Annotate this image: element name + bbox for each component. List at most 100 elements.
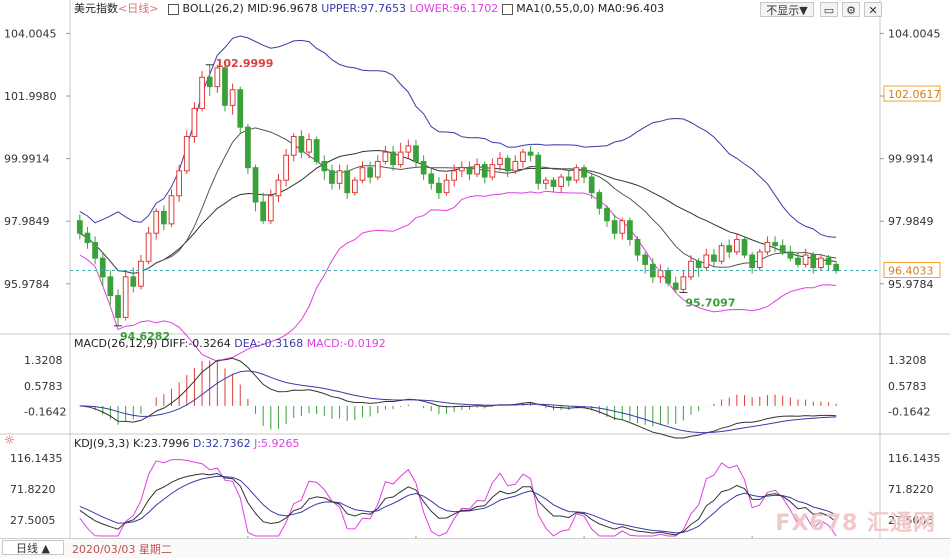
- candle-body: [336, 170, 343, 184]
- settings-gear-icon[interactable]: ⚙: [842, 2, 860, 17]
- kdj-k: K:23.7996: [133, 437, 190, 450]
- symbol-name: 美元指数: [74, 2, 118, 15]
- macd-diff-line: [79, 357, 837, 439]
- boll-checkbox-icon[interactable]: [168, 3, 179, 15]
- candle-body: [711, 254, 717, 262]
- candle-body: [733, 238, 740, 253]
- candle-body: [520, 151, 526, 162]
- candle-body: [206, 76, 213, 88]
- candle-body: [672, 282, 679, 290]
- candle-body: [283, 154, 289, 181]
- candle-body: [581, 167, 587, 178]
- candle-body: [573, 167, 580, 181]
- price-tick-label-right: 99.9914: [888, 153, 934, 166]
- candle-body: [550, 179, 557, 187]
- candle-body: [115, 295, 121, 318]
- candle-body: [497, 157, 503, 166]
- candle-body: [474, 164, 480, 175]
- candle-body: [145, 232, 152, 262]
- candle-body: [604, 207, 610, 222]
- macd-value: MACD:-0.0192: [306, 337, 386, 350]
- price-tick-label-left: 95.9784: [4, 278, 50, 291]
- upper-label: UPPER:97.7653: [321, 2, 407, 15]
- candle-body: [627, 220, 633, 240]
- macd-tick-left: -0.1642: [24, 406, 66, 419]
- candle-body: [443, 179, 450, 194]
- highlight-price-box: [883, 85, 941, 102]
- period-select-button[interactable]: 日线 ▲: [2, 540, 64, 555]
- candle-body: [718, 245, 725, 262]
- candle-body: [298, 136, 305, 153]
- candle-body: [229, 89, 236, 106]
- current-price-box: [883, 262, 941, 279]
- candle-body: [413, 145, 419, 162]
- candle-body: [321, 160, 328, 172]
- price-tick-label-left: 104.0045: [4, 27, 57, 40]
- candle-body: [176, 170, 183, 197]
- candle-body: [405, 145, 412, 153]
- candle-body: [329, 170, 335, 184]
- close-icon[interactable]: ✕: [864, 2, 882, 17]
- ma-checkbox-icon[interactable]: [501, 3, 513, 15]
- candle-body: [382, 151, 389, 162]
- kdj-tick-left: 71.8220: [10, 483, 56, 496]
- candle-body: [527, 151, 534, 156]
- low2-annotation: 95.7097: [685, 296, 735, 309]
- candle-body: [756, 251, 763, 269]
- price-tick-label-left: 101.9980: [4, 90, 57, 103]
- candle-body: [275, 179, 282, 197]
- current-price-label: 96.4033: [888, 265, 934, 278]
- boll-upper-line: [79, 35, 837, 238]
- macd-title: MACD(26,12,9): [74, 337, 158, 350]
- candle-body: [451, 170, 458, 181]
- candle-body: [535, 154, 542, 184]
- macd-diff: DIFF:-0.3264: [161, 337, 231, 350]
- low1-annotation: 94.6282: [120, 330, 170, 343]
- kdj-tick-left: 27.5005: [10, 514, 56, 527]
- macd-tick-left: 0.5783: [24, 380, 63, 393]
- kdj-tick-right: 116.1435: [888, 452, 941, 465]
- candle-body: [466, 167, 473, 175]
- candle-body: [122, 276, 129, 318]
- candle-body: [458, 167, 465, 172]
- candle-body: [237, 89, 244, 128]
- candle-body: [107, 276, 114, 297]
- candle-body: [290, 136, 297, 156]
- kdj-settings-icon[interactable]: ☼: [4, 433, 15, 447]
- candle-body: [313, 139, 320, 162]
- candle-body: [833, 263, 840, 272]
- candle-body: [642, 254, 649, 265]
- boll-label: BOLL(26,2): [182, 2, 244, 15]
- candle-body: [191, 107, 198, 138]
- window-icon[interactable]: ▭: [820, 2, 838, 17]
- candle-body: [619, 220, 626, 234]
- candle-body: [657, 270, 664, 278]
- kdj-d: D:32.7362: [192, 437, 251, 450]
- candle-body: [160, 210, 167, 225]
- macd-dea: DEA:-0.3168: [234, 337, 304, 350]
- candle-body: [306, 139, 312, 153]
- candle-body: [665, 270, 671, 284]
- candle-body: [84, 232, 91, 244]
- period-label: <日线>: [118, 2, 159, 15]
- price-tick-label-right: 95.9784: [888, 278, 934, 291]
- candle-body: [214, 67, 221, 88]
- candle-body: [351, 179, 358, 194]
- candle-body: [481, 164, 488, 178]
- kdj-legend: KDJ(9,3,3) K:23.7996 D:32.7362 J:5.9265: [74, 437, 300, 451]
- kdj-j: J:5.9265: [254, 437, 300, 450]
- candle-body: [76, 220, 83, 234]
- candle-body: [726, 245, 733, 253]
- candle-body: [741, 238, 748, 256]
- candle-body: [588, 176, 595, 194]
- candle-body: [703, 254, 710, 269]
- candle-body: [168, 195, 175, 225]
- hide-button[interactable]: 不显示▼: [760, 2, 814, 17]
- candle-body: [153, 210, 160, 234]
- price-tick-label-right: 97.9849: [888, 215, 934, 228]
- macd-tick-right: 1.3208: [888, 354, 927, 367]
- candle-body: [245, 126, 251, 169]
- candle-body: [260, 201, 267, 222]
- candle-body: [374, 160, 381, 178]
